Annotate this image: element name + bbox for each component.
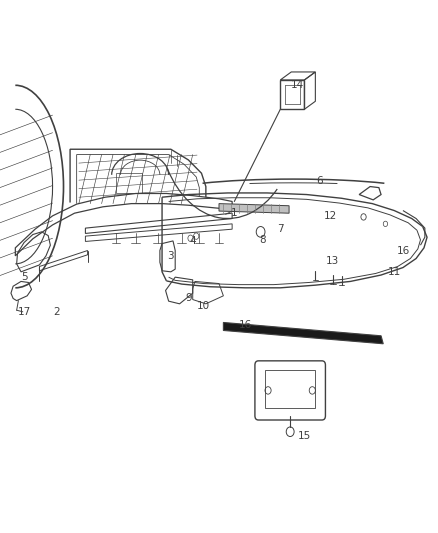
Text: 12: 12: [324, 211, 337, 221]
Text: 17: 17: [18, 307, 31, 317]
Text: 1: 1: [231, 208, 238, 218]
Text: 15: 15: [298, 431, 311, 441]
Polygon shape: [219, 204, 289, 213]
Text: 8: 8: [259, 235, 266, 245]
Text: 5: 5: [21, 272, 28, 282]
Text: 14: 14: [291, 80, 304, 90]
Bar: [265, 370, 315, 408]
Text: 7: 7: [277, 224, 284, 234]
Text: 3: 3: [167, 251, 174, 261]
Text: 16: 16: [396, 246, 410, 255]
Text: 2: 2: [53, 307, 60, 317]
Text: 16: 16: [239, 320, 252, 330]
Text: 4: 4: [189, 236, 196, 246]
Polygon shape: [223, 322, 383, 344]
Text: 13: 13: [326, 256, 339, 266]
Text: 11: 11: [388, 267, 401, 277]
Bar: [116, 173, 142, 193]
Text: 10: 10: [197, 302, 210, 311]
Text: 9: 9: [185, 294, 192, 303]
Text: 6: 6: [316, 176, 323, 186]
